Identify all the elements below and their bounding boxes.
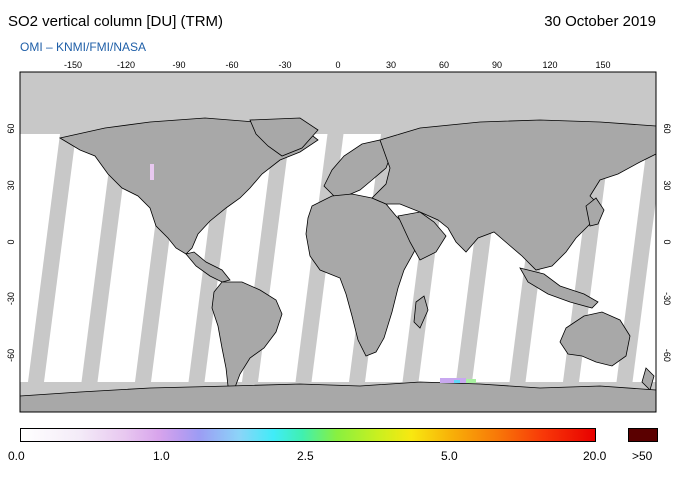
lat-tick-left: 60 [6, 124, 16, 134]
lat-tick-right: 0 [662, 239, 672, 244]
lon-tick-top: 0 [335, 60, 340, 70]
colorbar-label-3: 5.0 [441, 449, 458, 463]
lat-tick-right: 30 [662, 180, 672, 190]
map-frame [19, 71, 657, 413]
colorbar-label-0: 0.0 [8, 449, 25, 463]
data-source-credit: OMI – KNMI/FMI/NASA [20, 40, 147, 54]
map-date: 30 October 2019 [544, 13, 656, 30]
orbit-gap-stripe [670, 134, 676, 382]
lat-tick-left: 30 [6, 180, 16, 190]
colorbar-gradient [20, 428, 596, 442]
lon-tick-top: 30 [386, 60, 396, 70]
southeast-asia-islands [519, 267, 599, 309]
lon-tick-top: 150 [595, 60, 610, 70]
lon-tick-top: -120 [117, 60, 135, 70]
so2-signal-spots [150, 164, 476, 383]
lat-tick-right: -60 [662, 349, 672, 362]
asia [371, 119, 656, 271]
lon-tick-top: -60 [225, 60, 238, 70]
lon-tick-top: 60 [439, 60, 449, 70]
colorbar-label-overflow: >50 [632, 449, 653, 463]
lon-tick-top: 90 [492, 60, 502, 70]
lat-tick-left: -60 [6, 349, 16, 362]
central-america [185, 251, 231, 283]
so2-world-map: -150-150-120-120-90-90-60-60-30-30003030… [6, 60, 676, 413]
colorbar-label-1: 1.0 [153, 449, 170, 463]
lon-tick-top: -150 [64, 60, 82, 70]
lat-tick-left: -30 [6, 292, 16, 305]
madagascar [413, 295, 429, 329]
lat-tick-left: 0 [6, 239, 16, 244]
lon-tick-top: 120 [542, 60, 557, 70]
axis-tick-labels: -150-150-120-120-90-90-60-60-30-30003030… [6, 60, 672, 362]
lat-tick-right: 60 [662, 124, 672, 134]
land-masses [20, 117, 656, 412]
greenland [249, 117, 319, 157]
australia [559, 311, 631, 367]
colorbar-overflow-swatch [628, 428, 658, 442]
orbit-gap-stripe [28, 134, 76, 382]
map-title: SO2 vertical column [DU] (TRM) [8, 13, 224, 30]
orbit-gap-stripe [563, 134, 611, 382]
lon-tick-top: -90 [172, 60, 185, 70]
colorbar-label-4: 20.0 [583, 449, 607, 463]
japan [585, 197, 605, 227]
colorbar-label-2: 2.5 [297, 449, 314, 463]
lon-tick-top: -30 [278, 60, 291, 70]
south-america [211, 281, 283, 391]
lat-tick-right: -30 [662, 292, 672, 305]
arabia [397, 211, 447, 261]
orbit-gap-stripe [616, 134, 656, 382]
orbit-gap-stripe [81, 134, 130, 382]
